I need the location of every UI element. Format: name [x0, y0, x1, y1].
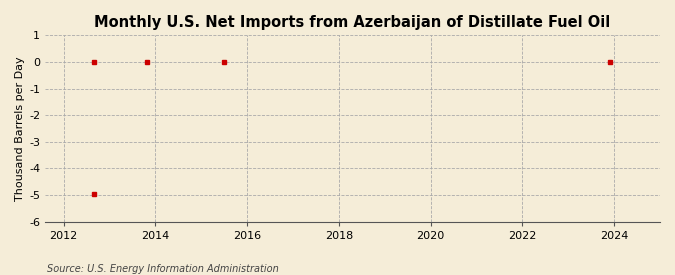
Text: Source: U.S. Energy Information Administration: Source: U.S. Energy Information Administ…	[47, 264, 279, 274]
Title: Monthly U.S. Net Imports from Azerbaijan of Distillate Fuel Oil: Monthly U.S. Net Imports from Azerbaijan…	[95, 15, 611, 30]
Y-axis label: Thousand Barrels per Day: Thousand Barrels per Day	[15, 56, 25, 201]
